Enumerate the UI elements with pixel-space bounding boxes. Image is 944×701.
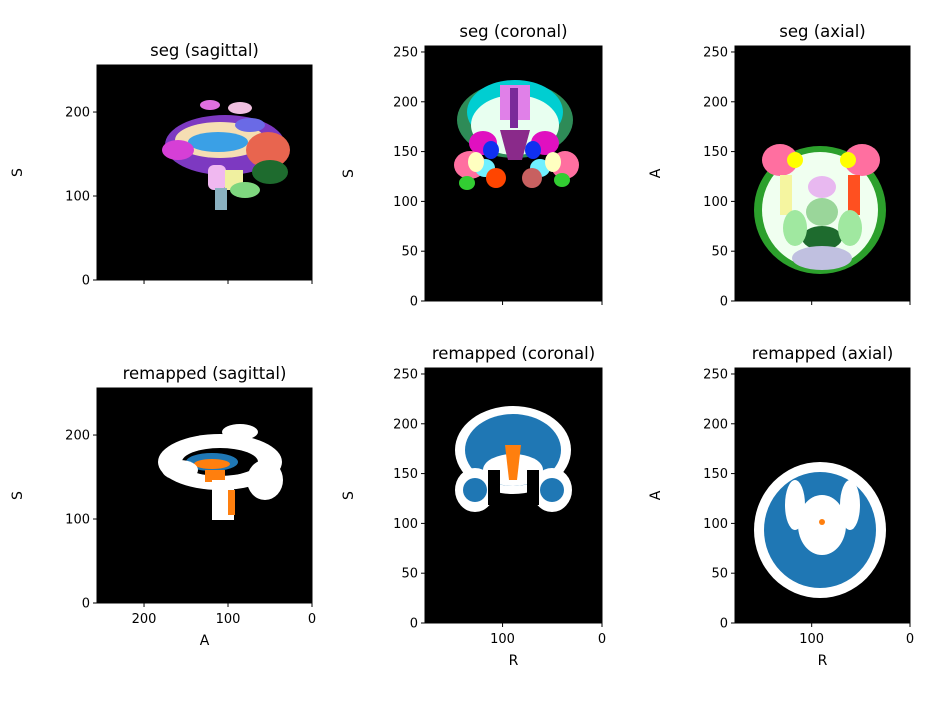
x-tick-label: 200 xyxy=(132,612,157,627)
subplot-title: seg (coronal) xyxy=(459,22,567,41)
image-seg-coronal xyxy=(425,46,602,301)
subplot-2: 0 50 100 150 200 250 seg (axial) A xyxy=(648,22,911,310)
subplot-5: 0 50 100 150 200 250 100 0 remapped (axial) A R xyxy=(648,344,914,669)
subplot-0: 0 100 200 seg (sagittal) S xyxy=(10,41,313,289)
x-axis-label: R xyxy=(818,653,828,669)
image-remapped-sagittal xyxy=(97,388,312,603)
y-axis-label: A xyxy=(648,490,664,500)
subplot-title: remapped (sagittal) xyxy=(123,364,287,383)
x-axis-label: R xyxy=(509,653,519,669)
x-axis-label: A xyxy=(200,633,210,649)
x-tick-label: 0 xyxy=(598,632,606,647)
y-tick-label: 250 xyxy=(703,45,728,60)
y-tick-label: 0 xyxy=(82,274,90,289)
x-tick-label: 0 xyxy=(308,612,316,627)
y-tick-label: 50 xyxy=(401,567,418,582)
y-tick-label: 250 xyxy=(703,367,728,382)
y-axis-label: S xyxy=(341,491,357,500)
y-tick-label: 100 xyxy=(703,195,728,210)
y-tick-label: 250 xyxy=(393,367,418,382)
x-tick-label: 100 xyxy=(799,632,824,647)
x-tick-label: 0 xyxy=(906,632,914,647)
y-tick-label: 200 xyxy=(703,417,728,432)
image-remapped-coronal xyxy=(425,368,602,623)
y-tick-label: 250 xyxy=(393,45,418,60)
y-axis-label: S xyxy=(10,491,26,500)
y-tick-label: 150 xyxy=(393,145,418,160)
y-axis-label: S xyxy=(341,169,357,178)
y-tick-label: 50 xyxy=(711,567,728,582)
y-tick-label: 50 xyxy=(711,245,728,260)
subplot-title: seg (axial) xyxy=(779,22,866,41)
y-tick-label: 200 xyxy=(65,429,90,444)
x-tick-label: 100 xyxy=(490,632,515,647)
axes-frame xyxy=(734,367,911,624)
subplot-4: 0 50 100 150 200 250 100 0 remapped (coronal) S R xyxy=(341,344,606,669)
y-tick-label: 150 xyxy=(703,467,728,482)
y-tick-label: 200 xyxy=(393,95,418,110)
axes-frame xyxy=(96,387,313,604)
y-tick-label: 100 xyxy=(393,195,418,210)
y-tick-label: 200 xyxy=(65,106,90,121)
axes-frame xyxy=(734,45,911,302)
y-tick-label: 0 xyxy=(410,617,418,632)
axes-frame xyxy=(96,64,313,281)
subplot-title: seg (sagittal) xyxy=(150,41,259,60)
y-axis-label: A xyxy=(648,168,664,178)
axes-frame xyxy=(424,45,603,302)
image-seg-sagittal xyxy=(97,65,312,280)
y-tick-label: 0 xyxy=(720,617,728,632)
image-remapped-axial xyxy=(735,368,910,623)
axes-frame xyxy=(424,367,603,624)
y-tick-label: 150 xyxy=(393,467,418,482)
y-axis-label: S xyxy=(10,168,26,177)
y-tick-label: 100 xyxy=(393,517,418,532)
y-tick-label: 0 xyxy=(410,295,418,310)
y-tick-label: 200 xyxy=(703,95,728,110)
y-tick-label: 100 xyxy=(703,517,728,532)
subplot-3: 0 100 200 200 100 0 remapped (sagittal) S A xyxy=(10,364,316,649)
y-tick-label: 200 xyxy=(393,417,418,432)
x-tick-label: 100 xyxy=(216,612,241,627)
y-tick-label: 0 xyxy=(82,597,90,612)
subplot-1: 0 50 100 150 200 250 seg (coronal) S xyxy=(341,22,603,310)
y-tick-label: 0 xyxy=(720,295,728,310)
y-tick-label: 100 xyxy=(65,190,90,205)
y-tick-label: 100 xyxy=(65,513,90,528)
y-tick-label: 50 xyxy=(401,245,418,260)
subplot-title: remapped (axial) xyxy=(752,344,894,363)
y-tick-label: 150 xyxy=(703,145,728,160)
image-seg-axial xyxy=(735,46,910,301)
subplot-title: remapped (coronal) xyxy=(432,344,595,363)
